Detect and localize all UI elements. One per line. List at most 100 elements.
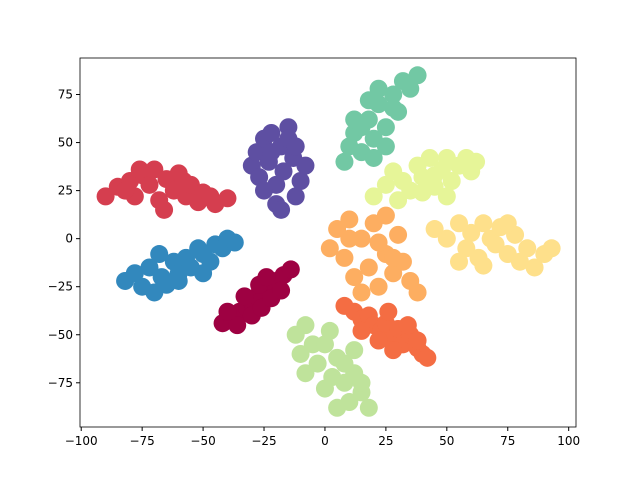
x-tick-label: −100 [65, 434, 98, 448]
point [116, 181, 135, 200]
point [96, 187, 115, 206]
point [442, 172, 461, 190]
x-tick-label: −50 [190, 434, 215, 448]
point [218, 189, 237, 208]
point [335, 354, 354, 373]
point [542, 239, 561, 258]
point [474, 214, 493, 233]
point [408, 331, 427, 350]
point [467, 152, 486, 171]
point [401, 79, 420, 98]
point [379, 302, 398, 321]
point [320, 239, 339, 258]
point [272, 200, 291, 219]
point [296, 316, 315, 335]
point [525, 258, 544, 277]
x-tick-label: 0 [321, 434, 329, 448]
point [262, 143, 281, 162]
point [384, 98, 403, 117]
point [376, 206, 395, 225]
point [174, 172, 193, 190]
point [308, 354, 327, 373]
point [389, 191, 408, 210]
point [281, 260, 300, 279]
y-tick-label: 25 [58, 184, 73, 198]
point [345, 268, 364, 287]
point [328, 220, 347, 239]
point [352, 321, 371, 340]
point [359, 398, 378, 417]
y-tick-label: −50 [48, 328, 73, 342]
point [450, 252, 469, 271]
point [155, 200, 174, 219]
point [247, 143, 266, 162]
point [150, 245, 169, 264]
point [364, 148, 383, 167]
point [218, 302, 237, 321]
point [340, 210, 359, 229]
point [130, 160, 149, 179]
point [272, 281, 291, 300]
point [518, 239, 537, 258]
y-tick-label: −75 [48, 376, 73, 390]
point [255, 181, 274, 200]
point [291, 344, 310, 363]
y-tick-label: 50 [58, 136, 73, 150]
point [457, 239, 476, 258]
point [462, 223, 481, 242]
point [389, 225, 408, 244]
point [384, 341, 403, 360]
point [510, 252, 529, 271]
point [296, 364, 315, 383]
point [286, 137, 305, 156]
point [225, 233, 244, 252]
point [286, 187, 305, 206]
point [450, 214, 469, 233]
point [425, 166, 444, 185]
point [364, 187, 383, 206]
point [323, 368, 342, 387]
point [274, 162, 293, 181]
x-tick-label: −75 [129, 434, 154, 448]
point [369, 233, 388, 252]
point [315, 335, 334, 354]
point [425, 220, 444, 239]
plot-frame [79, 57, 577, 428]
point [359, 91, 378, 110]
point [384, 85, 403, 104]
point [486, 235, 505, 254]
point [262, 123, 281, 142]
point [257, 268, 276, 287]
point [345, 341, 364, 360]
point [437, 187, 456, 206]
point [413, 183, 432, 202]
point [369, 331, 388, 350]
point [335, 248, 354, 267]
y-tick-label: −25 [48, 280, 73, 294]
point [376, 175, 395, 194]
point [345, 110, 364, 129]
x-tick-label: 75 [500, 434, 515, 448]
x-tick-label: 25 [378, 434, 393, 448]
point [140, 258, 159, 277]
point [420, 148, 439, 167]
point [335, 152, 354, 171]
point [369, 277, 388, 296]
point [418, 348, 437, 367]
point [408, 283, 427, 302]
x-tick-label: 100 [557, 434, 580, 448]
x-tick-label: −25 [251, 434, 276, 448]
point [474, 256, 493, 275]
y-tick-label: 0 [65, 232, 73, 246]
point [340, 229, 359, 248]
point [296, 156, 315, 175]
x-tick-label: 50 [439, 434, 454, 448]
point [228, 316, 247, 335]
point [194, 264, 213, 283]
point [291, 172, 310, 190]
y-tick-label: 75 [58, 88, 73, 102]
point [408, 66, 427, 85]
point [376, 137, 395, 156]
point [359, 258, 378, 277]
